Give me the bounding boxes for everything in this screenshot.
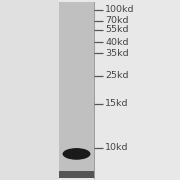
FancyBboxPatch shape	[94, 0, 180, 180]
Text: 25kd: 25kd	[105, 71, 129, 80]
Text: 70kd: 70kd	[105, 16, 129, 25]
Text: 55kd: 55kd	[105, 25, 129, 34]
FancyBboxPatch shape	[59, 171, 94, 178]
FancyBboxPatch shape	[0, 0, 59, 180]
Ellipse shape	[63, 148, 91, 160]
FancyBboxPatch shape	[59, 2, 94, 178]
Text: 40kd: 40kd	[105, 38, 129, 47]
Text: 10kd: 10kd	[105, 143, 129, 152]
Text: 15kd: 15kd	[105, 99, 129, 108]
Text: 100kd: 100kd	[105, 5, 135, 14]
Text: 35kd: 35kd	[105, 49, 129, 58]
